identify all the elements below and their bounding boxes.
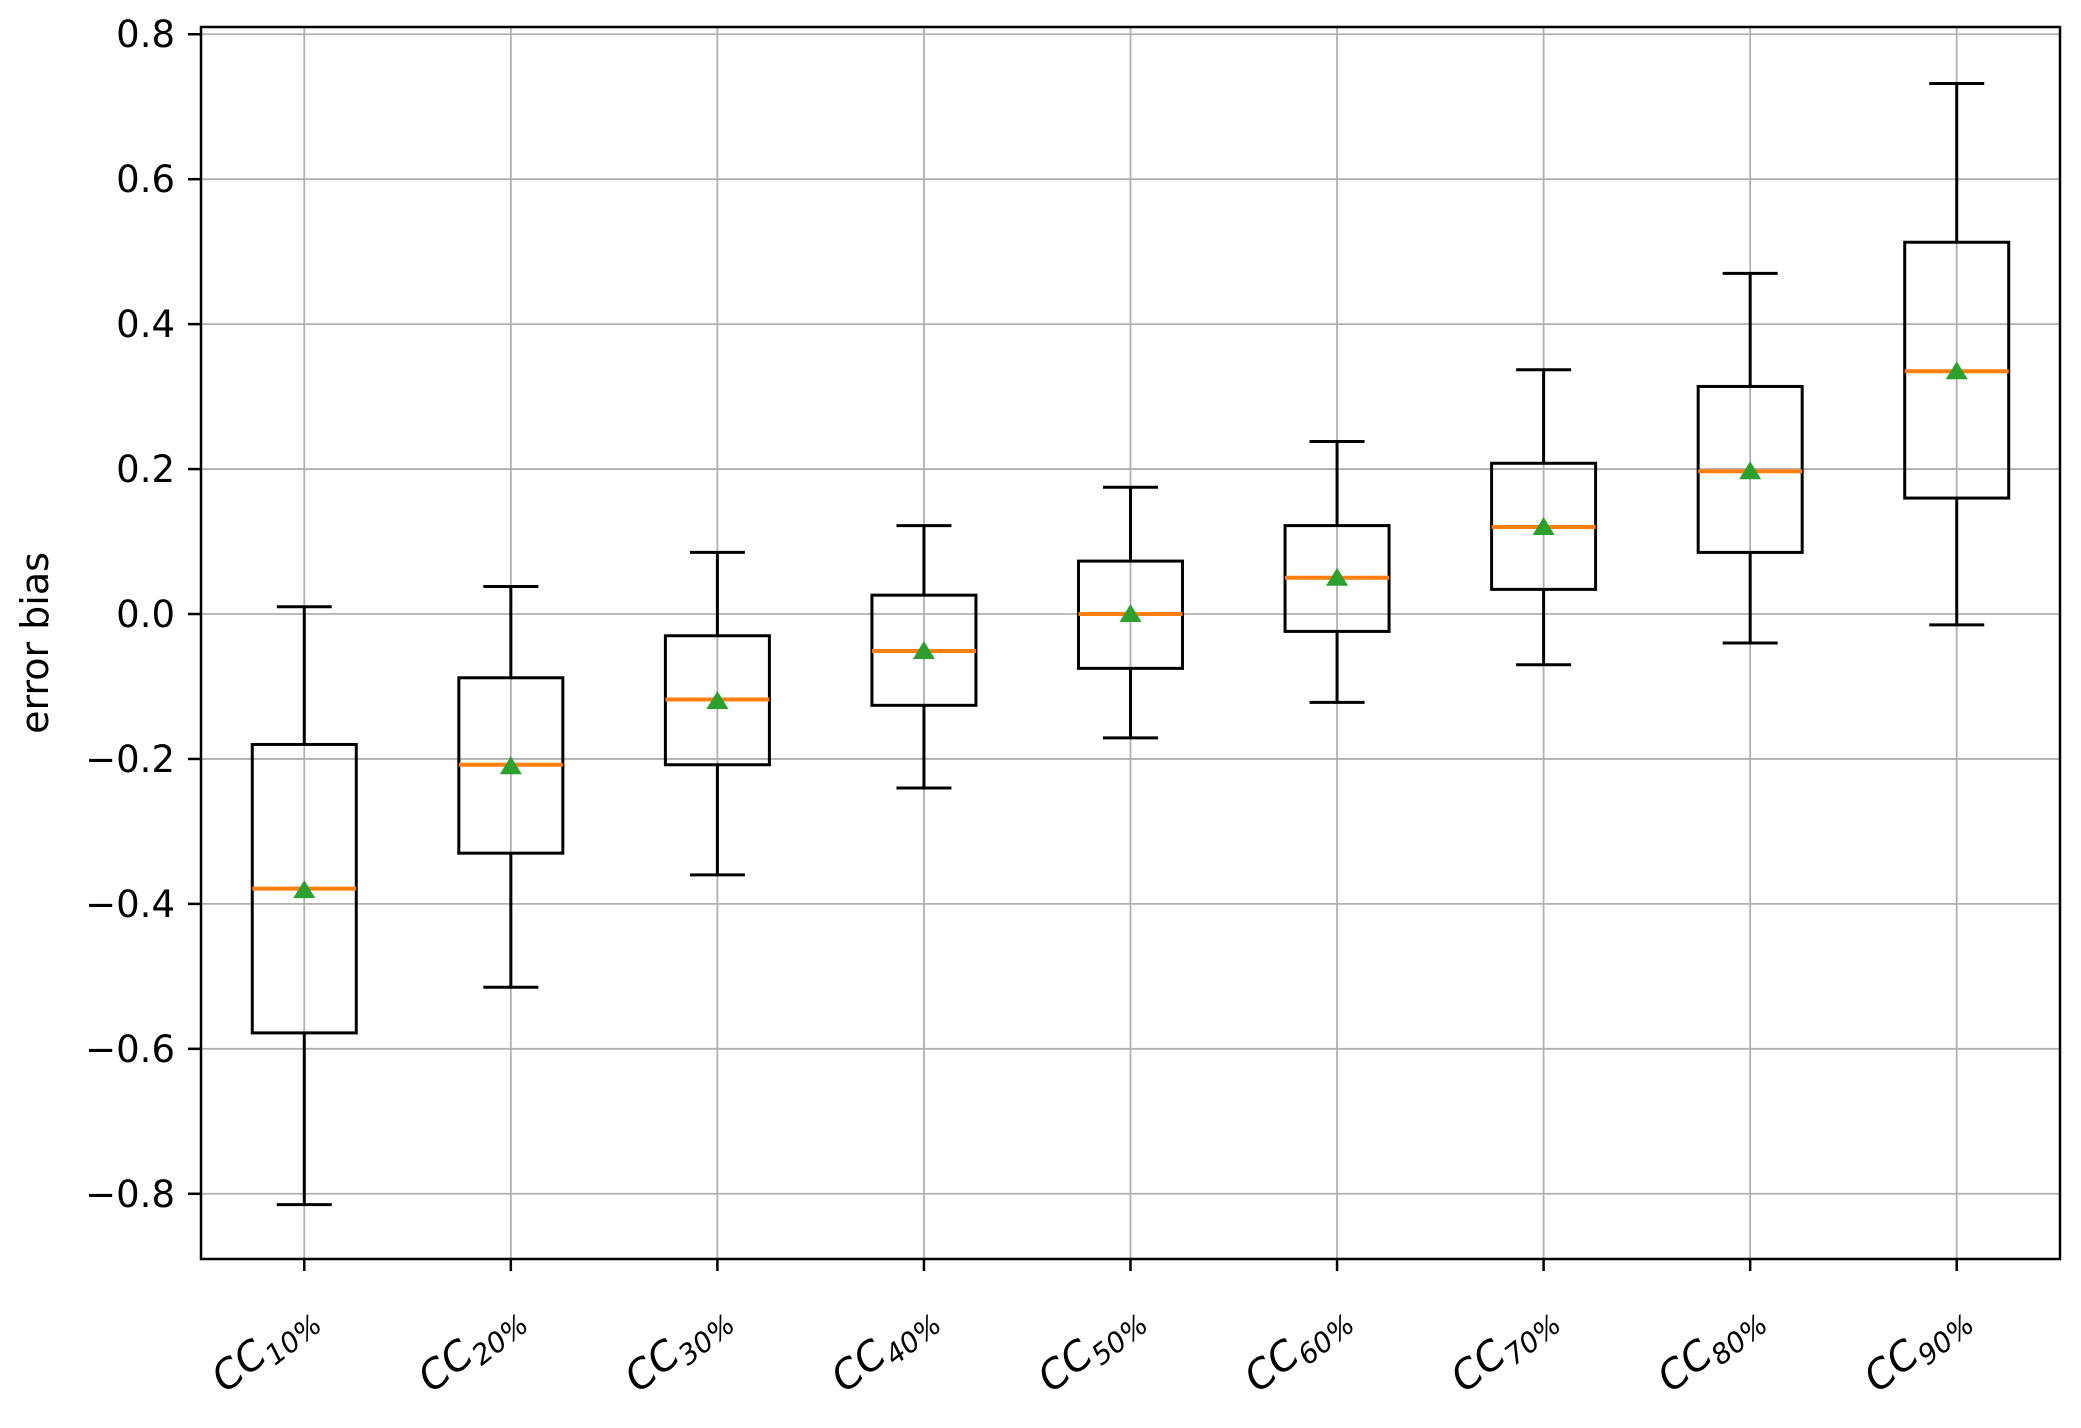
mean-marker bbox=[1119, 604, 1142, 623]
box-CC40% bbox=[870, 524, 978, 790]
box-CC80% bbox=[1696, 271, 1804, 645]
box-CC90% bbox=[1903, 82, 2011, 627]
box-CC70% bbox=[1490, 368, 1598, 667]
x-axis: CC10% CC20% CC30% CC40% CC50% CC60% CC70% CC80%… bbox=[203, 1259, 1981, 1407]
box-CC60% bbox=[1283, 440, 1391, 704]
box-CC50% bbox=[1077, 485, 1184, 740]
x-tick-label: CC40% bbox=[823, 1293, 948, 1407]
mean-marker bbox=[912, 640, 935, 659]
box-CC30% bbox=[663, 550, 771, 877]
y-tick-label: 0.2 bbox=[116, 448, 175, 491]
x-tick-label: CC80% bbox=[1649, 1293, 1774, 1407]
y-tick-label: 0.0 bbox=[116, 593, 175, 636]
x-tick-label: CC30% bbox=[616, 1293, 741, 1407]
mean-marker bbox=[293, 880, 316, 899]
x-tick-label: CC50% bbox=[1029, 1293, 1154, 1407]
box-CC20% bbox=[457, 584, 565, 989]
y-tick-label: −0.8 bbox=[85, 1173, 175, 1216]
y-tick-label: 0.6 bbox=[116, 158, 175, 201]
mean-marker bbox=[1532, 517, 1555, 536]
y-axis-title: error bias bbox=[13, 552, 57, 734]
gridlines bbox=[201, 27, 2060, 1259]
x-tick-label: CC90% bbox=[1855, 1293, 1980, 1407]
mean-marker bbox=[1945, 361, 1968, 380]
x-tick-label: CC10% bbox=[203, 1293, 328, 1407]
x-tick-label: CC70% bbox=[1442, 1293, 1567, 1407]
x-tick-label: CC60% bbox=[1236, 1293, 1361, 1407]
y-axis: −0.8 −0.6 −0.4 −0.2 0.0 0.2 0.4 0.6 0.8 bbox=[85, 13, 201, 1216]
x-tick-label: CC20% bbox=[410, 1293, 535, 1407]
box-CC10% bbox=[250, 605, 358, 1207]
y-tick-label: −0.6 bbox=[85, 1028, 175, 1071]
y-tick-label: −0.4 bbox=[85, 883, 175, 926]
mean-marker bbox=[499, 756, 522, 775]
mean-marker bbox=[1739, 461, 1762, 480]
mean-marker bbox=[706, 690, 729, 709]
y-tick-label: 0.8 bbox=[116, 13, 175, 56]
y-tick-label: −0.2 bbox=[85, 738, 175, 781]
mean-marker bbox=[1326, 567, 1349, 586]
y-tick-label: 0.4 bbox=[116, 303, 175, 346]
